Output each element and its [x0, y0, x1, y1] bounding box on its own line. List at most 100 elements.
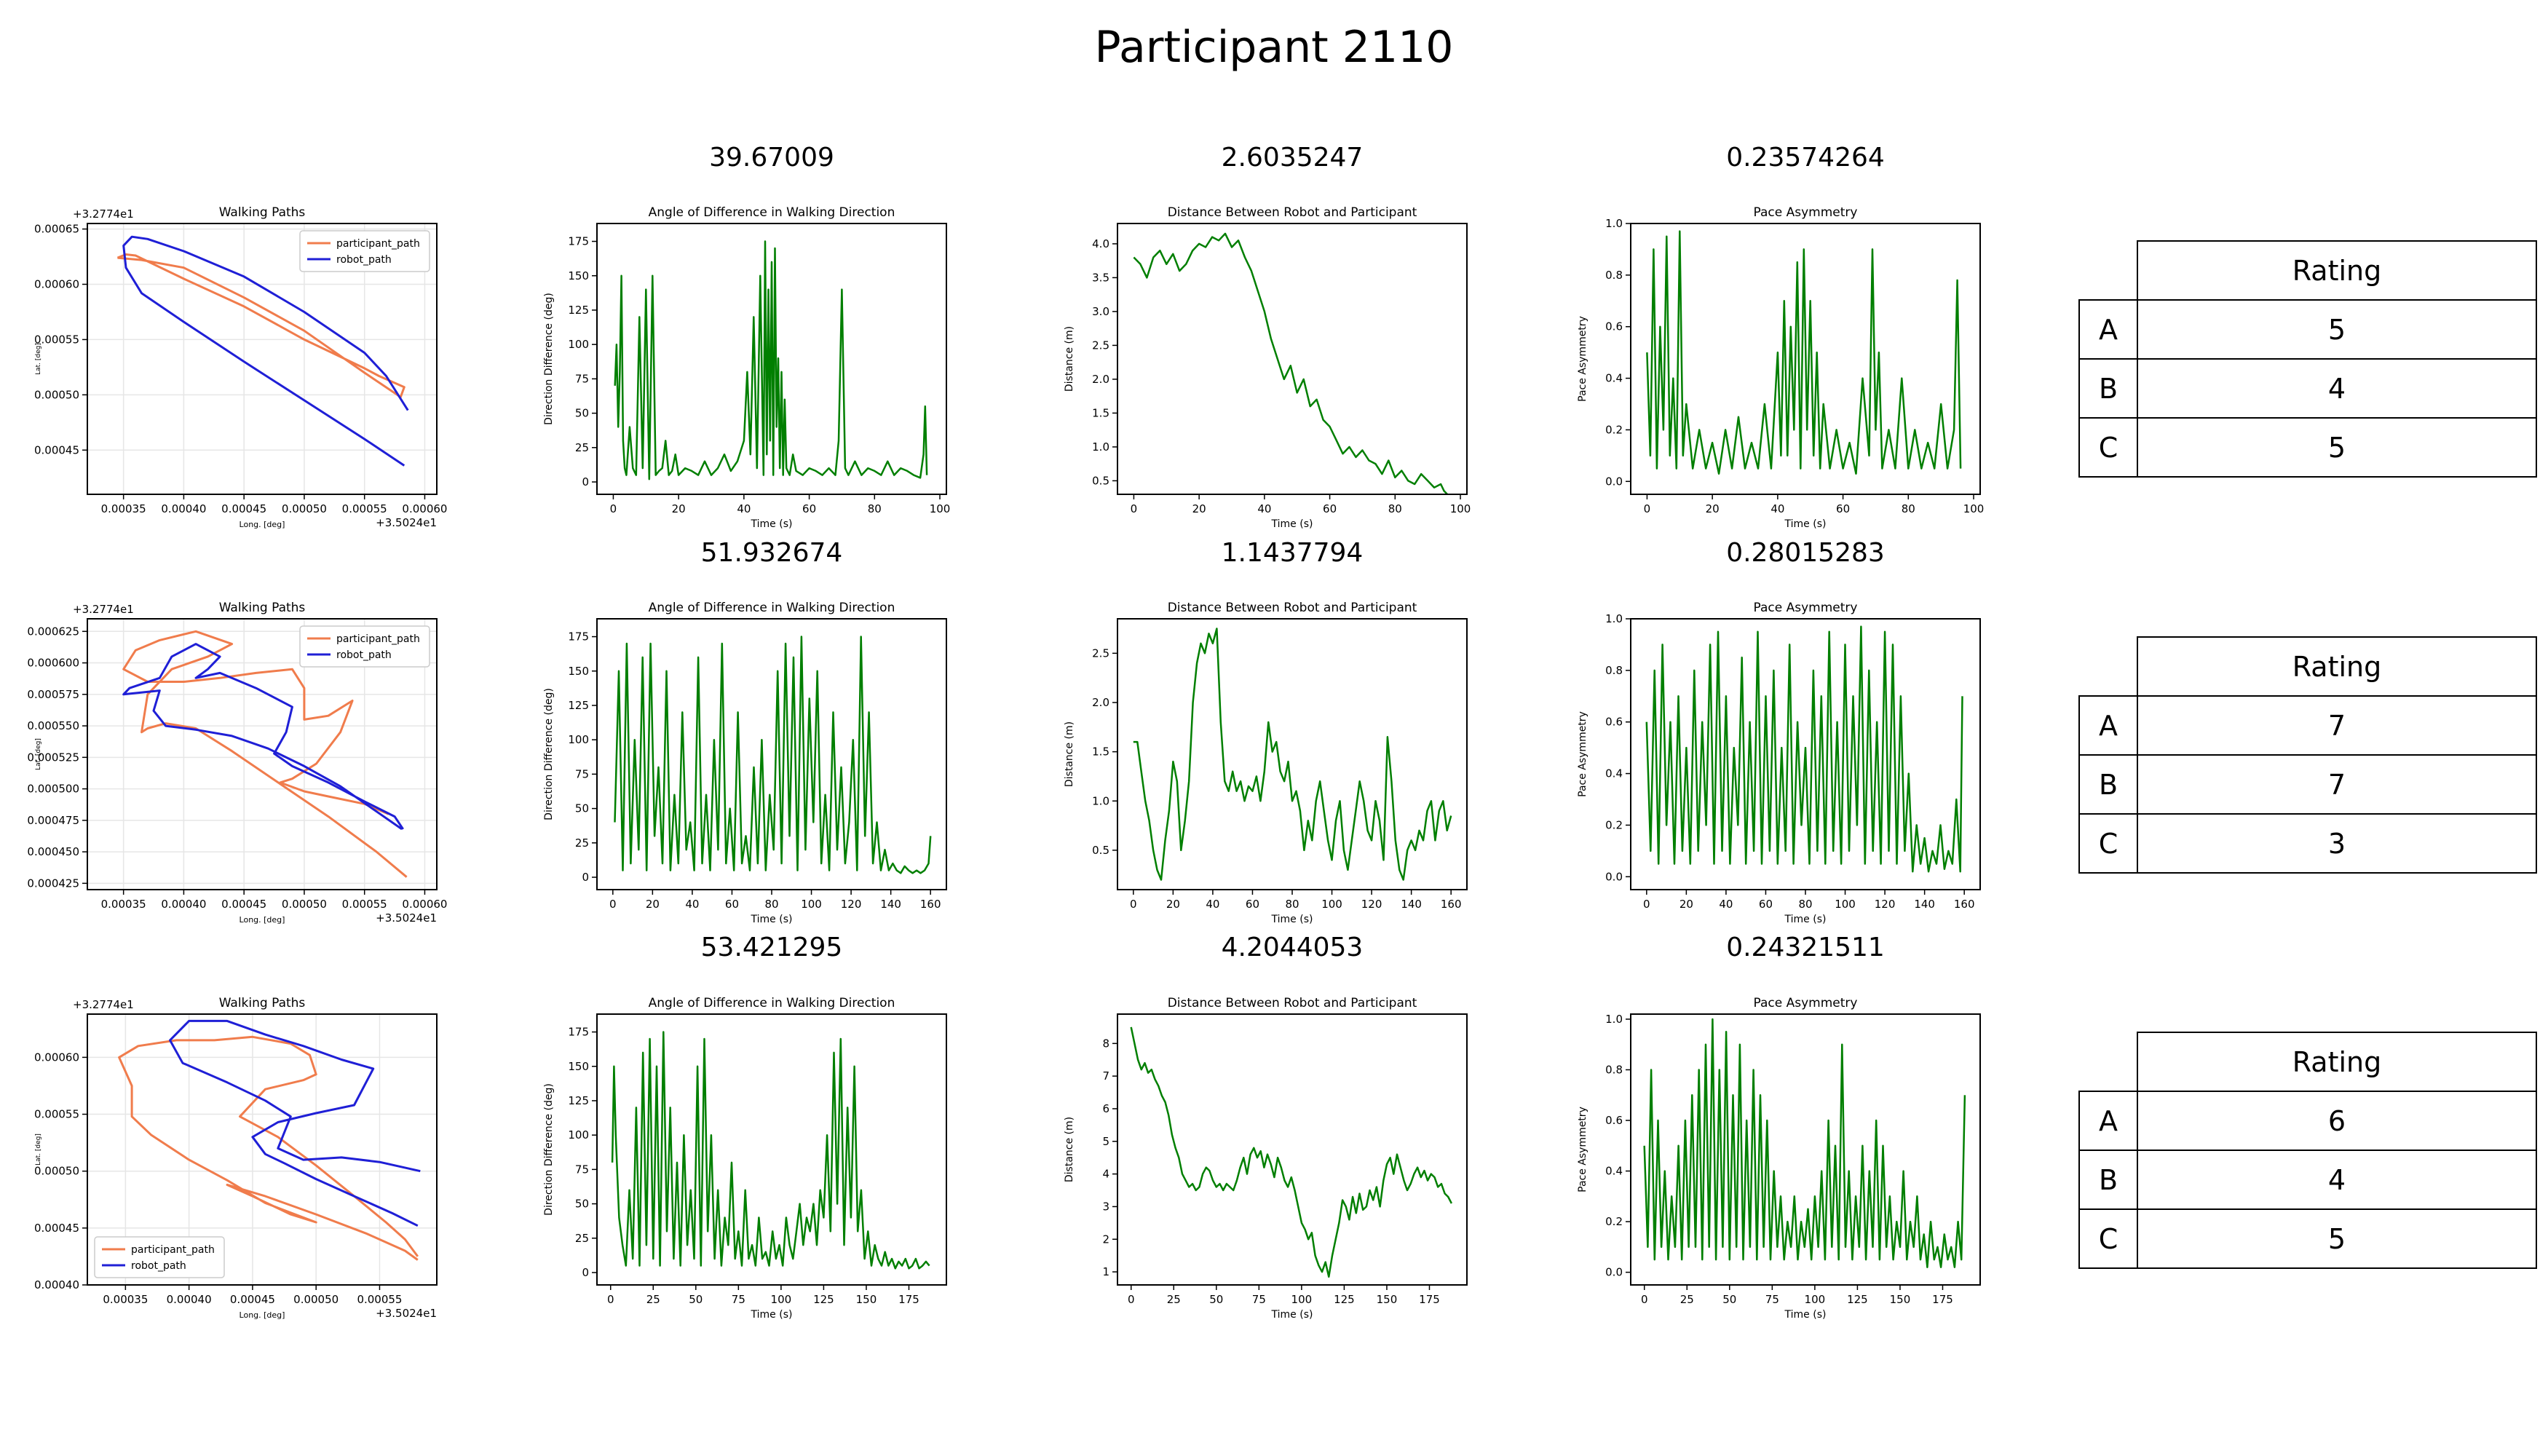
rating-label: C	[2078, 417, 2138, 478]
y-tick-label: 2.5	[1092, 339, 1109, 352]
y-tick-label: 0.000600	[27, 657, 79, 670]
x-tick-label: 0.00040	[161, 502, 206, 515]
x-offset-label: +3.5024e1	[376, 1307, 437, 1320]
y-tick-label: 0.00040	[34, 1278, 79, 1291]
y-axis-label: Distance (m)	[1064, 326, 1075, 392]
x-tick-label: 0.00035	[101, 502, 146, 515]
x-axis-label: Time (s)	[1784, 518, 1827, 530]
y-tick-label: 75	[575, 1163, 589, 1176]
y-tick-label: 0.0	[1605, 475, 1623, 488]
series-line-data	[1643, 1018, 1966, 1268]
series-line-data	[614, 636, 932, 874]
y-tick-label: 1.0	[1605, 612, 1623, 625]
y-tick-label: 100	[568, 338, 589, 351]
axes-frame	[87, 1013, 438, 1286]
x-tick-label: 140	[1914, 898, 1935, 911]
legend-entry: participant_path	[336, 238, 420, 250]
chart-title: Walking Paths	[219, 996, 306, 1010]
chart-2-1: 0 25 50 75 100 125 150 175 0 25 50 75 100 125 150 175 An…	[543, 996, 947, 1321]
rating-label: B	[2078, 358, 2138, 419]
x-tick-label: 100	[1963, 502, 1985, 515]
y-tick-label: 125	[568, 699, 589, 712]
rating-header: Rating	[2137, 1032, 2537, 1092]
y-tick-label: 2.0	[1092, 696, 1109, 709]
x-tick-label: 100	[801, 898, 822, 911]
metric-value: 0.28015283	[1726, 538, 1885, 568]
y-tick-label: 0.00050	[34, 388, 79, 401]
x-tick-label: 125	[1334, 1293, 1355, 1306]
y-tick-label: 1.0	[1092, 440, 1109, 454]
x-tick-label: 160	[1954, 898, 1975, 911]
y-tick-label: 0.000500	[27, 783, 79, 796]
x-tick-label: 0.00045	[221, 898, 266, 911]
legend-entry: robot_path	[336, 254, 392, 266]
x-tick-label: 60	[1836, 502, 1850, 515]
x-tick-label: 175	[1932, 1293, 1953, 1306]
chart-title: Distance Between Robot and Participant	[1168, 996, 1417, 1010]
axes-frame	[87, 223, 438, 495]
y-tick-label: 0.6	[1605, 1114, 1623, 1127]
series-line-data	[614, 240, 928, 480]
y-tick-label: 0.00055	[34, 1108, 79, 1121]
x-tick-label: 100	[1805, 1293, 1826, 1306]
x-tick-label: 0.00055	[342, 502, 387, 515]
chart-0-0: 0.00035 0.00040 0.00045 0.00050 0.00055 0.000…	[34, 205, 447, 529]
legend-entry: robot_path	[131, 1260, 186, 1272]
y-tick-label: 1.5	[1092, 406, 1109, 419]
x-tick-label: 0.00055	[357, 1293, 402, 1306]
x-tick-label: 100	[1835, 898, 1856, 911]
y-tick-label: 1.0	[1605, 217, 1623, 230]
y-tick-label: 0.000575	[27, 688, 79, 701]
y-tick-label: 0.00045	[34, 1222, 79, 1235]
y-tick-label: 0.00065	[34, 223, 79, 236]
rating-table: Rating A 7 B 7 C 3	[2078, 636, 2537, 874]
chart-title: Walking Paths	[219, 205, 306, 220]
rating-value: 3	[2137, 813, 2537, 874]
metric-value: 2.6035247	[1222, 143, 1364, 173]
x-axis-label: Time (s)	[1271, 1309, 1313, 1321]
legend-box	[94, 1236, 225, 1278]
y-tick-label: 2.0	[1092, 373, 1109, 386]
y-tick-label: 0.000625	[27, 625, 79, 638]
y-axis-label: Lat. [deg]	[35, 738, 42, 770]
x-tick-label: 150	[1377, 1293, 1398, 1306]
x-tick-label: 120	[1361, 898, 1382, 911]
y-axis-label: Distance (m)	[1064, 1117, 1075, 1182]
y-tick-label: 1.0	[1605, 1013, 1623, 1026]
metric-value: 51.932674	[701, 538, 843, 568]
y-tick-label: 0.6	[1605, 320, 1623, 333]
x-tick-label: 125	[813, 1293, 834, 1306]
series-line-data	[1645, 625, 1963, 873]
rating-table: Rating A 5 B 4 C 5	[2078, 240, 2537, 478]
legend: participant_path robot_path	[299, 230, 430, 272]
rating-label: A	[2078, 299, 2138, 360]
y-tick-label: 0.000525	[27, 751, 79, 764]
series-line-robot_path	[169, 1019, 421, 1227]
x-tick-label: 75	[732, 1293, 745, 1306]
y-tick-label: 0.4	[1605, 767, 1623, 780]
chart-title: Angle of Difference in Walking Direction	[649, 996, 895, 1010]
legend-entry: participant_path	[336, 633, 420, 645]
y-tick-label: 175	[568, 630, 589, 644]
x-offset-label: +3.5024e1	[376, 516, 437, 529]
x-tick-label: 40	[1770, 502, 1784, 515]
x-tick-label: 25	[646, 1293, 660, 1306]
x-offset-label: +3.5024e1	[376, 911, 437, 925]
x-tick-label: 120	[841, 898, 862, 911]
metric-value: 1.1437794	[1222, 538, 1364, 568]
rating-value: 6	[2137, 1091, 2537, 1151]
y-tick-label: 0.2	[1605, 423, 1623, 436]
chart-0-3: 0 20 40 60 80 100 0.0 0.2 0.4 0.6 0.8 1.0 Pace Asymm…	[1577, 205, 1984, 530]
y-offset-label: +3.2774e1	[73, 207, 134, 221]
y-tick-label: 100	[568, 1128, 589, 1142]
chart-title: Angle of Difference in Walking Direction	[649, 601, 895, 615]
x-tick-label: 20	[672, 502, 686, 515]
x-axis-label: Time (s)	[751, 518, 793, 530]
x-tick-label: 60	[1323, 502, 1337, 515]
rating-value: 7	[2137, 754, 2537, 815]
x-tick-label: 40	[737, 502, 751, 515]
